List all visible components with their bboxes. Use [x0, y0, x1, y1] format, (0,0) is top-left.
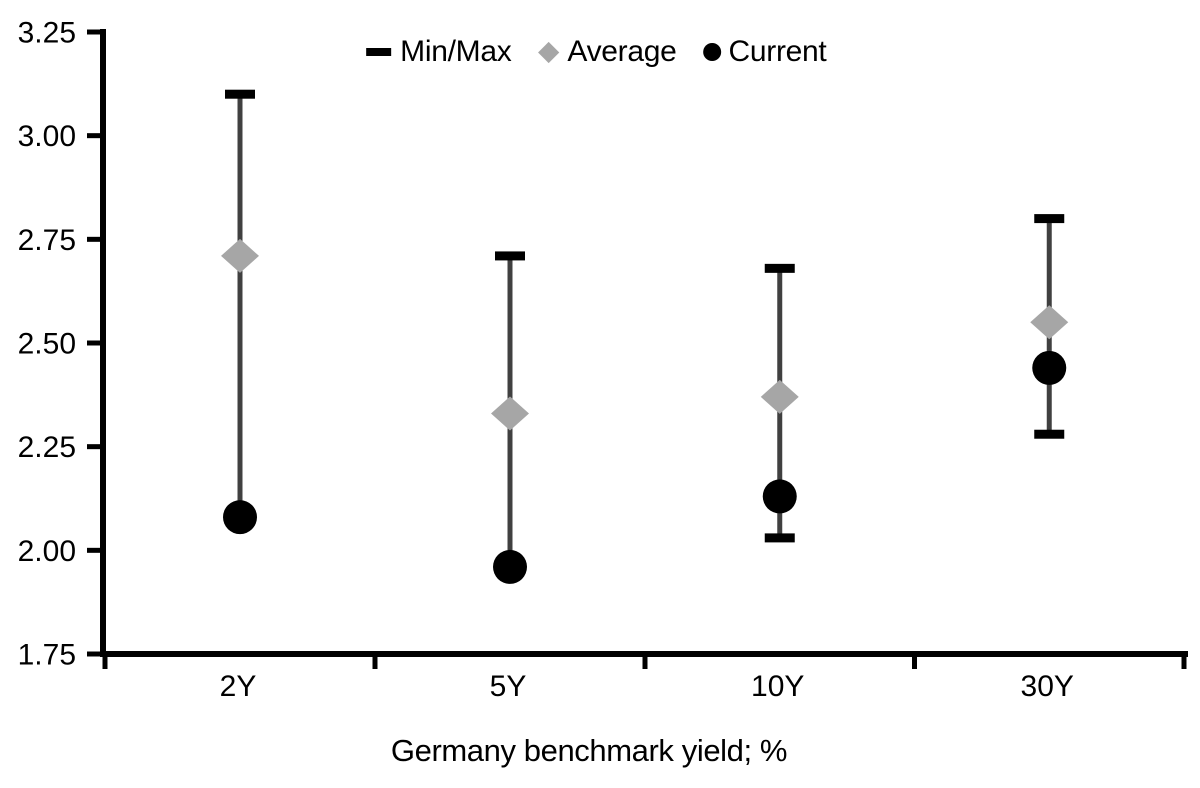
current-marker: [223, 500, 257, 535]
max-cap: [764, 263, 795, 273]
legend-label-minmax: Min/Max: [400, 35, 512, 68]
x-category-label: 2Y: [220, 670, 257, 703]
legend-item-minmax: Min/Max: [366, 34, 512, 70]
current-marker: [493, 549, 527, 584]
average-diamond-icon: [538, 41, 560, 63]
max-cap: [225, 89, 255, 99]
legend-label-average: Average: [567, 35, 677, 68]
x-axis-title: Germany benchmark yield; %: [390, 733, 788, 768]
max-cap: [495, 251, 525, 261]
average-marker: [760, 379, 799, 414]
current-circle-icon: [703, 43, 722, 61]
y-tick-label: 1.75: [18, 639, 76, 672]
x-category-label: 10Y: [751, 670, 804, 703]
min-cap: [1034, 429, 1065, 439]
min-cap: [764, 533, 795, 543]
minmax-range-icon: [366, 48, 392, 56]
legend: Min/Max Average Current: [366, 34, 827, 70]
current-marker: [762, 479, 797, 514]
y-tick-label: 2.25: [18, 431, 76, 464]
legend-label-current: Current: [728, 35, 827, 68]
y-tick-label: 2.00: [18, 535, 76, 568]
x-category-label: 5Y: [490, 670, 527, 703]
legend-item-average: Average: [538, 34, 677, 70]
current-marker: [1032, 350, 1067, 385]
y-tick-label: 2.50: [18, 328, 76, 361]
average-marker: [1030, 305, 1069, 340]
average-marker: [491, 396, 529, 431]
max-cap: [1034, 214, 1065, 224]
average-marker: [221, 238, 259, 273]
legend-item-current: Current: [703, 34, 827, 70]
y-tick-label: 3.25: [18, 17, 76, 50]
x-category-label: 30Y: [1021, 670, 1074, 703]
y-tick-label: 2.75: [18, 224, 76, 257]
y-tick-label: 3.00: [18, 120, 76, 153]
